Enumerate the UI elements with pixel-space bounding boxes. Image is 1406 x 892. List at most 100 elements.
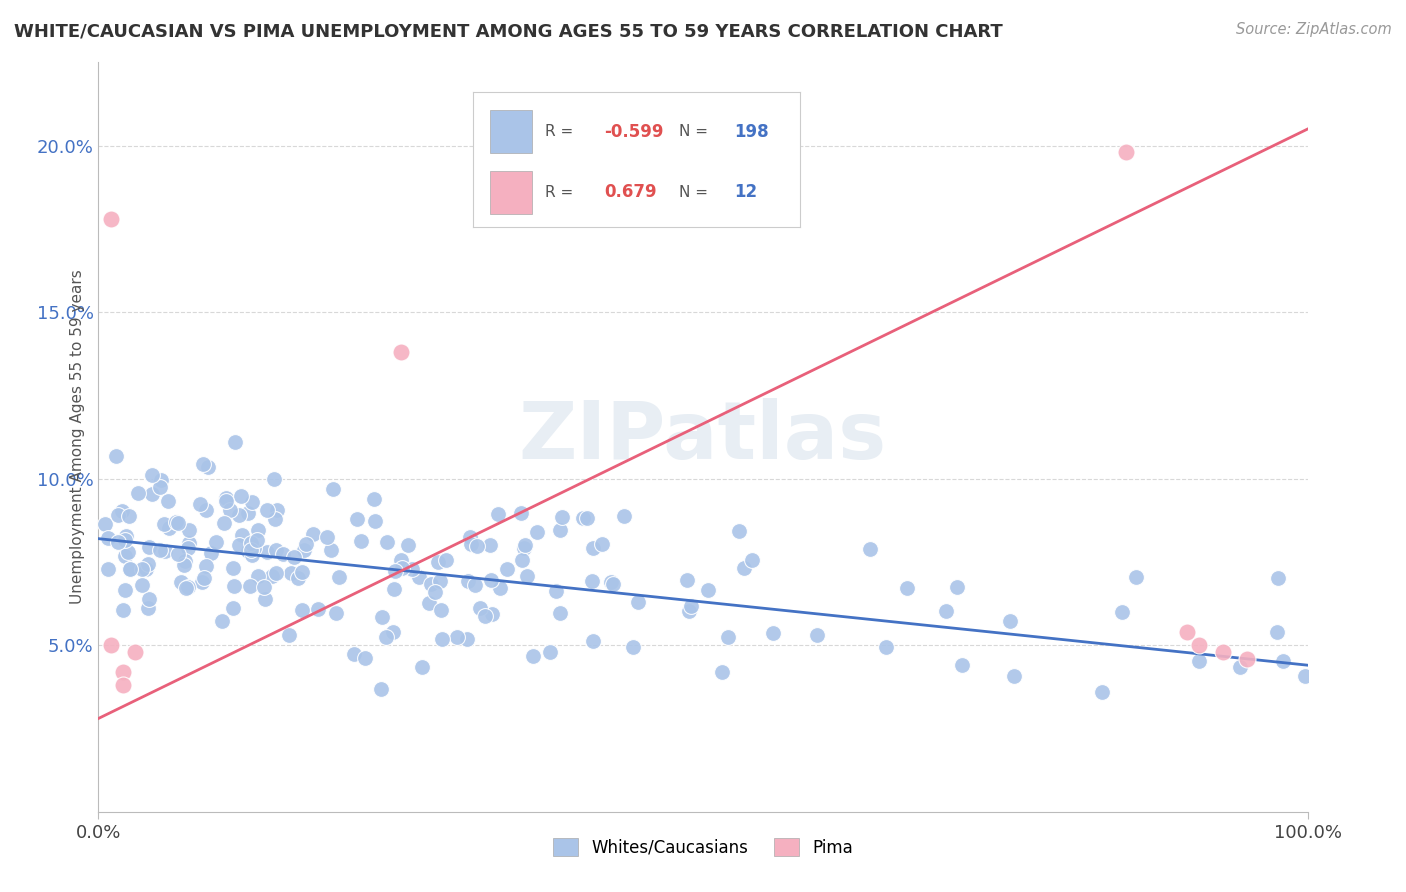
- Point: [741, 553, 763, 567]
- Point: [117, 545, 139, 559]
- Point: [711, 665, 734, 680]
- Point: [465, 539, 488, 553]
- Point: [246, 569, 269, 583]
- Point: [283, 550, 305, 565]
- Point: [228, 508, 250, 522]
- Point: [591, 537, 613, 551]
- Point: [430, 632, 453, 646]
- Point: [157, 521, 180, 535]
- Point: [256, 545, 278, 559]
- Point: [396, 538, 419, 552]
- Point: [384, 564, 406, 578]
- Point: [602, 576, 624, 591]
- Point: [522, 648, 544, 663]
- Point: [1111, 605, 1133, 619]
- Point: [291, 603, 314, 617]
- Point: [114, 582, 136, 597]
- Point: [600, 574, 623, 589]
- Point: [135, 562, 157, 576]
- Point: [236, 506, 259, 520]
- Point: [479, 538, 502, 552]
- Point: [280, 566, 302, 580]
- Point: [215, 491, 238, 505]
- Point: [1125, 570, 1147, 584]
- Point: [264, 543, 287, 558]
- Point: [127, 486, 149, 500]
- Point: [211, 614, 233, 628]
- Point: [107, 534, 129, 549]
- Point: [188, 497, 211, 511]
- Point: [544, 583, 567, 598]
- Point: [94, 517, 117, 532]
- Point: [389, 345, 412, 359]
- Point: [231, 489, 253, 503]
- Point: [1229, 660, 1251, 674]
- Point: [307, 601, 329, 615]
- Point: [382, 582, 405, 596]
- Point: [240, 548, 263, 562]
- Point: [434, 553, 457, 567]
- Point: [513, 541, 536, 555]
- Point: [762, 626, 785, 640]
- Point: [264, 566, 287, 581]
- Point: [381, 625, 404, 640]
- Point: [548, 523, 571, 537]
- Point: [1000, 614, 1022, 628]
- Point: [153, 544, 176, 558]
- Point: [264, 512, 287, 526]
- Point: [489, 581, 512, 595]
- Point: [194, 559, 217, 574]
- Point: [486, 508, 509, 522]
- Point: [97, 531, 120, 545]
- Point: [613, 509, 636, 524]
- Point: [1212, 645, 1234, 659]
- Point: [179, 523, 201, 537]
- Point: [173, 558, 195, 572]
- Point: [896, 582, 918, 596]
- Point: [513, 538, 536, 552]
- Point: [212, 516, 235, 530]
- Point: [509, 506, 531, 520]
- Point: [1294, 669, 1316, 683]
- Point: [495, 562, 517, 576]
- Point: [111, 504, 134, 518]
- Point: [370, 681, 392, 696]
- Point: [391, 561, 413, 575]
- Point: [364, 514, 387, 528]
- Point: [572, 511, 595, 525]
- Point: [221, 600, 243, 615]
- Point: [197, 459, 219, 474]
- Point: [149, 542, 172, 557]
- Point: [581, 634, 603, 648]
- Point: [263, 472, 285, 486]
- Point: [239, 542, 262, 557]
- Point: [177, 541, 200, 555]
- Point: [240, 536, 263, 550]
- Point: [1188, 638, 1211, 652]
- Point: [236, 543, 259, 558]
- Point: [136, 600, 159, 615]
- Point: [292, 543, 315, 558]
- Point: [104, 449, 127, 463]
- Point: [418, 596, 440, 610]
- Point: [242, 495, 264, 509]
- Point: [353, 650, 375, 665]
- Point: [278, 628, 301, 642]
- Point: [1002, 668, 1025, 682]
- Point: [157, 493, 180, 508]
- Point: [169, 574, 191, 589]
- Point: [350, 533, 373, 548]
- Point: [152, 516, 174, 531]
- Point: [120, 562, 142, 576]
- Point: [470, 600, 492, 615]
- Point: [124, 645, 146, 659]
- Point: [149, 473, 172, 487]
- Point: [112, 603, 135, 617]
- Point: [243, 541, 266, 555]
- Point: [114, 549, 136, 563]
- Point: [224, 579, 246, 593]
- Point: [538, 645, 561, 659]
- Point: [548, 606, 571, 620]
- Point: [875, 640, 897, 654]
- Text: ZIPatlas: ZIPatlas: [519, 398, 887, 476]
